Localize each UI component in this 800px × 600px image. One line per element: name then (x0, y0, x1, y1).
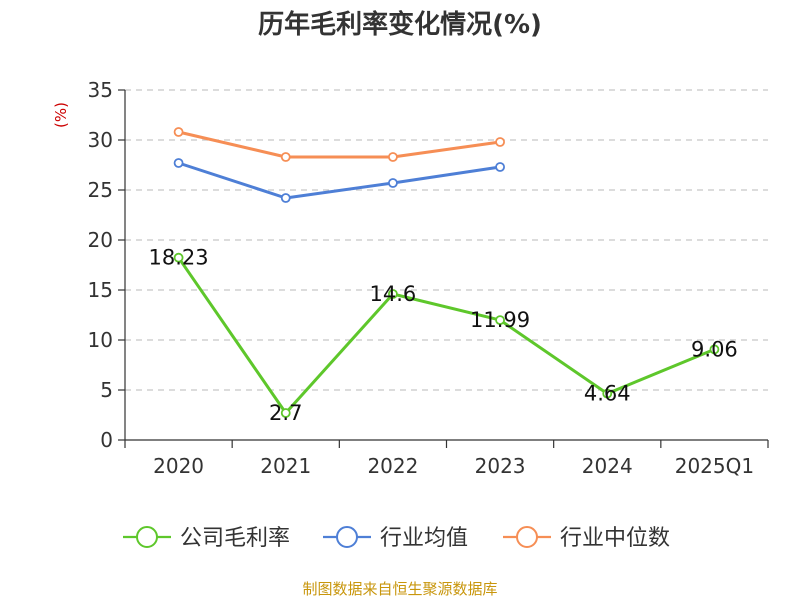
legend-item-0[interactable]: 公司毛利率 (123, 526, 290, 551)
legend[interactable]: 公司毛利率 行业均值 行业中位数 (123, 526, 670, 551)
data-point-1-1 (280, 193, 291, 203)
source-note: 制图数据来自恒生聚源数据库 (302, 580, 498, 598)
data-point-2-0 (173, 127, 184, 137)
y-tick-label-20: 20 (88, 228, 113, 252)
y-tick-label-10: 10 (88, 328, 113, 352)
y-tick-label-25: 25 (88, 178, 113, 202)
y-tick-labels: 0 5 10 15 20 25 30 35 (88, 78, 113, 452)
data-label-0-0: 18.23 (149, 246, 209, 270)
data-point-1-3 (495, 162, 505, 172)
data-point-0-1 (280, 408, 291, 418)
data-label-0-3: 11.99 (470, 308, 530, 332)
y-tick-label-0: 0 (100, 428, 113, 452)
data-point-2-1 (280, 152, 291, 162)
grid-lines (125, 89, 768, 391)
data-point-1-2 (388, 178, 398, 188)
y-tick-label-15: 15 (88, 278, 113, 302)
x-tick-label-2023: 2023 (475, 454, 526, 478)
data-labels: 18.23 2.7 14.6 11.99 4.64 9.06 (149, 246, 738, 425)
data-point-0-3 (495, 315, 505, 326)
data-point-0-5 (709, 344, 720, 355)
legend-marker-2 (516, 526, 538, 548)
data-label-0-1: 2.7 (269, 401, 302, 425)
x-tick-labels: 2020 2021 2022 2023 2024 2025Q1 (153, 454, 754, 478)
legend-marker-1 (336, 526, 358, 548)
chart-title: 历年毛利率变化情况(%) (258, 10, 542, 40)
y-tick-label-5: 5 (100, 378, 113, 402)
legend-item-2[interactable]: 行业中位数 (503, 526, 670, 551)
series-line-1 (178, 161, 501, 200)
x-tick-label-2021: 2021 (260, 454, 311, 478)
data-label-0-2: 14.6 (370, 282, 417, 306)
data-point-0-4 (602, 388, 613, 399)
x-tick-label-2022: 2022 (367, 454, 418, 478)
y-tick-label-35: 35 (88, 78, 113, 102)
legend-label-2: 行业中位数 (560, 526, 670, 551)
x-tick-label-2025Q1: 2025Q1 (675, 454, 754, 478)
data-label-0-4: 4.64 (584, 382, 631, 406)
data-point-2-3 (495, 137, 505, 147)
data-point-2-2 (388, 152, 398, 162)
x-tick-label-2024: 2024 (582, 454, 633, 478)
series-layer (173, 127, 720, 418)
legend-label-1: 行业均值 (380, 526, 468, 551)
data-point-1-0 (173, 158, 184, 168)
y-tick-label-30: 30 (88, 128, 113, 152)
data-point-0-0 (173, 252, 184, 263)
x-tick-label-2020: 2020 (153, 454, 204, 478)
series-line-0 (177, 256, 715, 415)
series-line-2 (178, 130, 501, 159)
data-point-0-2 (388, 289, 398, 299)
axes (118, 89, 769, 448)
data-label-0-5: 9.06 (691, 337, 738, 361)
legend-marker-0 (136, 526, 158, 548)
legend-item-1[interactable]: 行业均值 (323, 526, 468, 551)
legend-label-0: 公司毛利率 (180, 526, 290, 551)
